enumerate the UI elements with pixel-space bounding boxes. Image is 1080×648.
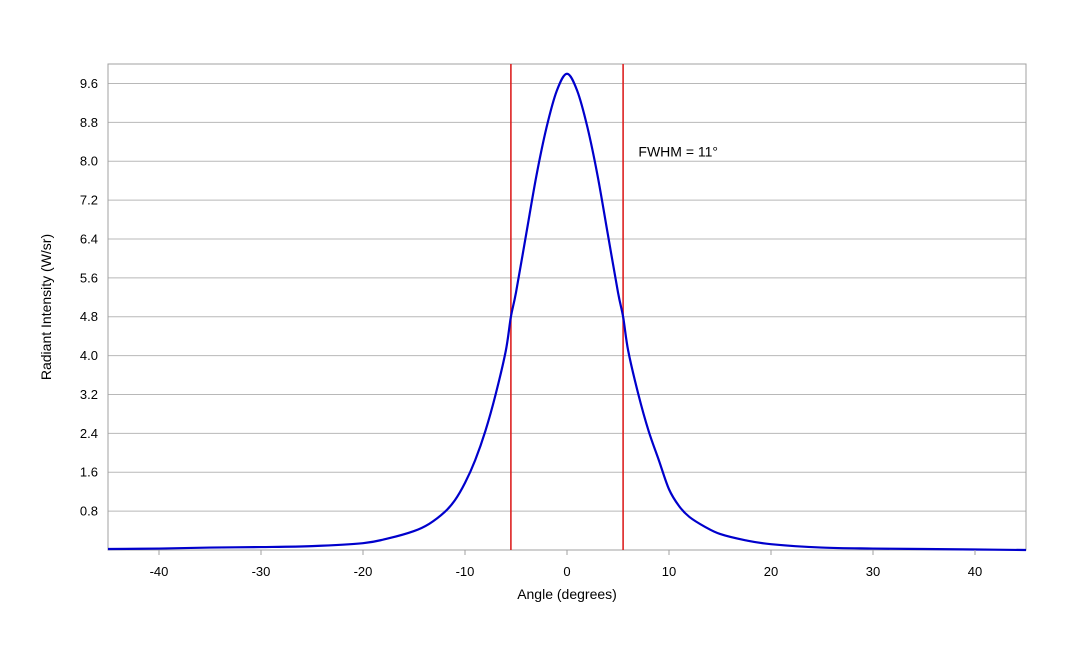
fwhm-markers <box>510 64 624 550</box>
y-tick-label: 1.6 <box>80 465 98 480</box>
y-axis-ticks: 0.8 1.6 2.4 3.2 4.0 4.8 5.6 6.4 7.2 8.0 8.8 9.6 <box>80 76 98 519</box>
x-axis-ticks: -40 -30 -20 -10 0 10 20 30 40 <box>150 550 982 579</box>
x-tick-label: -40 <box>150 564 169 579</box>
x-tick-label: 30 <box>866 564 880 579</box>
x-tick-label: 20 <box>764 564 778 579</box>
x-tick-label: -20 <box>354 564 373 579</box>
y-tick-label: 4.0 <box>80 348 98 363</box>
y-tick-label: 3.2 <box>80 387 98 402</box>
y-tick-label: 9.6 <box>80 76 98 91</box>
y-tick-label: 5.6 <box>80 270 98 285</box>
y-tick-label: 0.8 <box>80 504 98 519</box>
grid-lines <box>108 82 1026 512</box>
series-line <box>107 72 1027 552</box>
y-tick-label: 8.8 <box>80 115 98 130</box>
series-group <box>107 72 1027 552</box>
y-axis-title: Radiant Intensity (W/sr) <box>38 234 54 380</box>
y-tick-label: 2.4 <box>80 426 98 441</box>
y-tick-label: 4.8 <box>80 309 98 324</box>
x-tick-label: -30 <box>252 564 271 579</box>
x-tick-label: 40 <box>968 564 982 579</box>
fwhm-annotation: FWHM = 11° <box>638 143 718 159</box>
x-axis-title: Angle (degrees) <box>517 586 617 602</box>
x-tick-label: 10 <box>662 564 676 579</box>
y-tick-label: 7.2 <box>80 193 98 208</box>
y-tick-label: 6.4 <box>80 231 98 246</box>
x-tick-label: -10 <box>456 564 475 579</box>
x-tick-label: 0 <box>563 564 570 579</box>
y-tick-label: 8.0 <box>80 154 98 169</box>
